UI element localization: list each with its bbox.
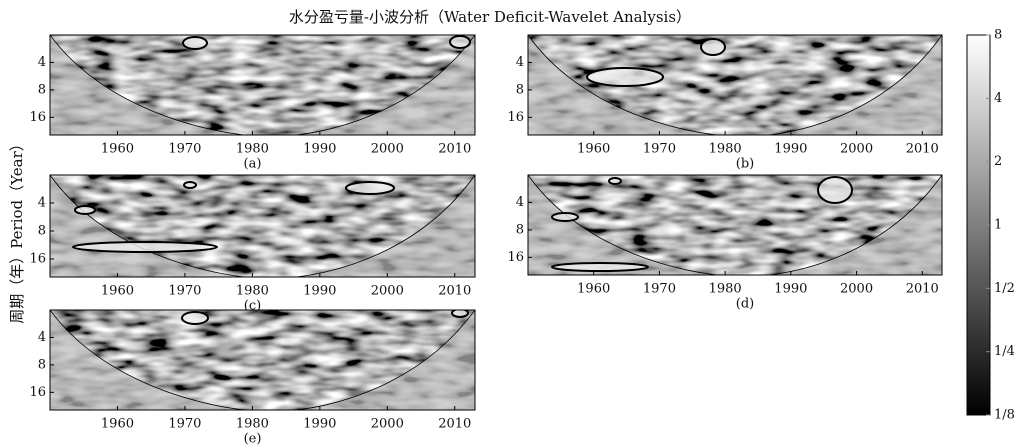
y-tick-label: 4 — [516, 195, 524, 210]
y-tick-label: 16 — [507, 250, 524, 265]
significance-contour — [701, 39, 725, 55]
panel-label: (d) — [736, 297, 754, 312]
x-tick-label: 2000 — [840, 142, 873, 157]
significance-contour — [346, 182, 394, 194]
x-tick-label: 1960 — [101, 417, 134, 432]
x-tick-label: 1990 — [303, 417, 336, 432]
panel-label: (b) — [736, 157, 754, 172]
x-tick-label: 1960 — [577, 282, 610, 297]
x-tick-label: 2000 — [371, 142, 404, 157]
y-tick-label: 16 — [29, 385, 46, 400]
x-tick-label: 1980 — [236, 284, 269, 299]
x-tick-label: 1980 — [236, 417, 269, 432]
panel — [50, 309, 475, 415]
significance-contour — [183, 37, 207, 49]
colorbar-tick-label: 1/4 — [994, 344, 1015, 359]
x-tick-label: 2000 — [371, 417, 404, 432]
x-tick-label: 1970 — [168, 284, 201, 299]
x-tick-label: 2010 — [906, 282, 939, 297]
figure-title: 水分盈亏量-小波分析（Water Deficit-Wavelet Analysi… — [289, 8, 691, 26]
figure: 水分盈亏量-小波分析（Water Deficit-Wavelet Analysi… — [0, 0, 1026, 447]
colorbar-tick-label: 1 — [994, 218, 1002, 233]
colorbar-tick-label: 1/2 — [994, 281, 1015, 296]
y-tick-label: 4 — [38, 330, 46, 345]
x-tick-label: 1990 — [303, 284, 336, 299]
panel — [528, 35, 942, 140]
significance-contour — [184, 182, 196, 188]
x-tick-label: 2010 — [438, 142, 471, 157]
y-tick-label: 16 — [507, 110, 524, 125]
y-tick-label: 8 — [516, 222, 524, 237]
colorbar-tick-label: 1/8 — [994, 408, 1015, 423]
x-tick-label: 2010 — [906, 142, 939, 157]
panel-label: (e) — [244, 432, 262, 447]
x-tick-label: 2010 — [438, 417, 471, 432]
x-tick-label: 1970 — [643, 142, 676, 157]
x-tick-label: 1990 — [774, 282, 807, 297]
significance-contour — [75, 206, 95, 214]
significance-contour — [609, 178, 621, 184]
significance-contour — [182, 312, 208, 324]
colorbar-tick-label: 8 — [994, 28, 1002, 43]
x-tick-label: 1960 — [101, 142, 134, 157]
y-tick-label: 8 — [516, 82, 524, 97]
y-tick-label: 8 — [38, 357, 46, 372]
x-tick-label: 1970 — [168, 417, 201, 432]
panel-label: (a) — [244, 157, 262, 172]
significance-contour — [552, 213, 578, 221]
panel — [50, 175, 475, 282]
x-tick-label: 1970 — [643, 282, 676, 297]
x-tick-label: 1970 — [168, 142, 201, 157]
x-tick-label: 1990 — [774, 142, 807, 157]
y-tick-label: 8 — [38, 223, 46, 238]
significance-contour — [450, 36, 470, 48]
y-tick-label: 4 — [516, 55, 524, 70]
y-axis-label: 周期（年）Period（Year） — [8, 136, 26, 324]
significance-contour — [552, 263, 648, 271]
x-tick-label: 2000 — [840, 282, 873, 297]
x-tick-label: 1980 — [709, 142, 742, 157]
y-tick-label: 4 — [38, 195, 46, 210]
y-tick-label: 16 — [29, 110, 46, 125]
significance-contour — [73, 242, 217, 252]
y-tick-label: 8 — [38, 82, 46, 97]
x-tick-label: 1980 — [709, 282, 742, 297]
panel — [50, 35, 475, 140]
panel — [528, 175, 942, 280]
x-tick-label: 1960 — [101, 284, 134, 299]
y-tick-label: 4 — [38, 55, 46, 70]
x-tick-label: 1980 — [236, 142, 269, 157]
colorbar-tick-label: 2 — [994, 154, 1002, 169]
x-tick-label: 1960 — [577, 142, 610, 157]
y-tick-label: 16 — [29, 251, 46, 266]
significance-contour — [587, 68, 663, 86]
colorbar-tick-label: 4 — [994, 91, 1002, 106]
significance-contour — [818, 177, 852, 203]
x-tick-label: 2010 — [438, 284, 471, 299]
x-tick-label: 1990 — [303, 142, 336, 157]
x-tick-label: 2000 — [371, 284, 404, 299]
